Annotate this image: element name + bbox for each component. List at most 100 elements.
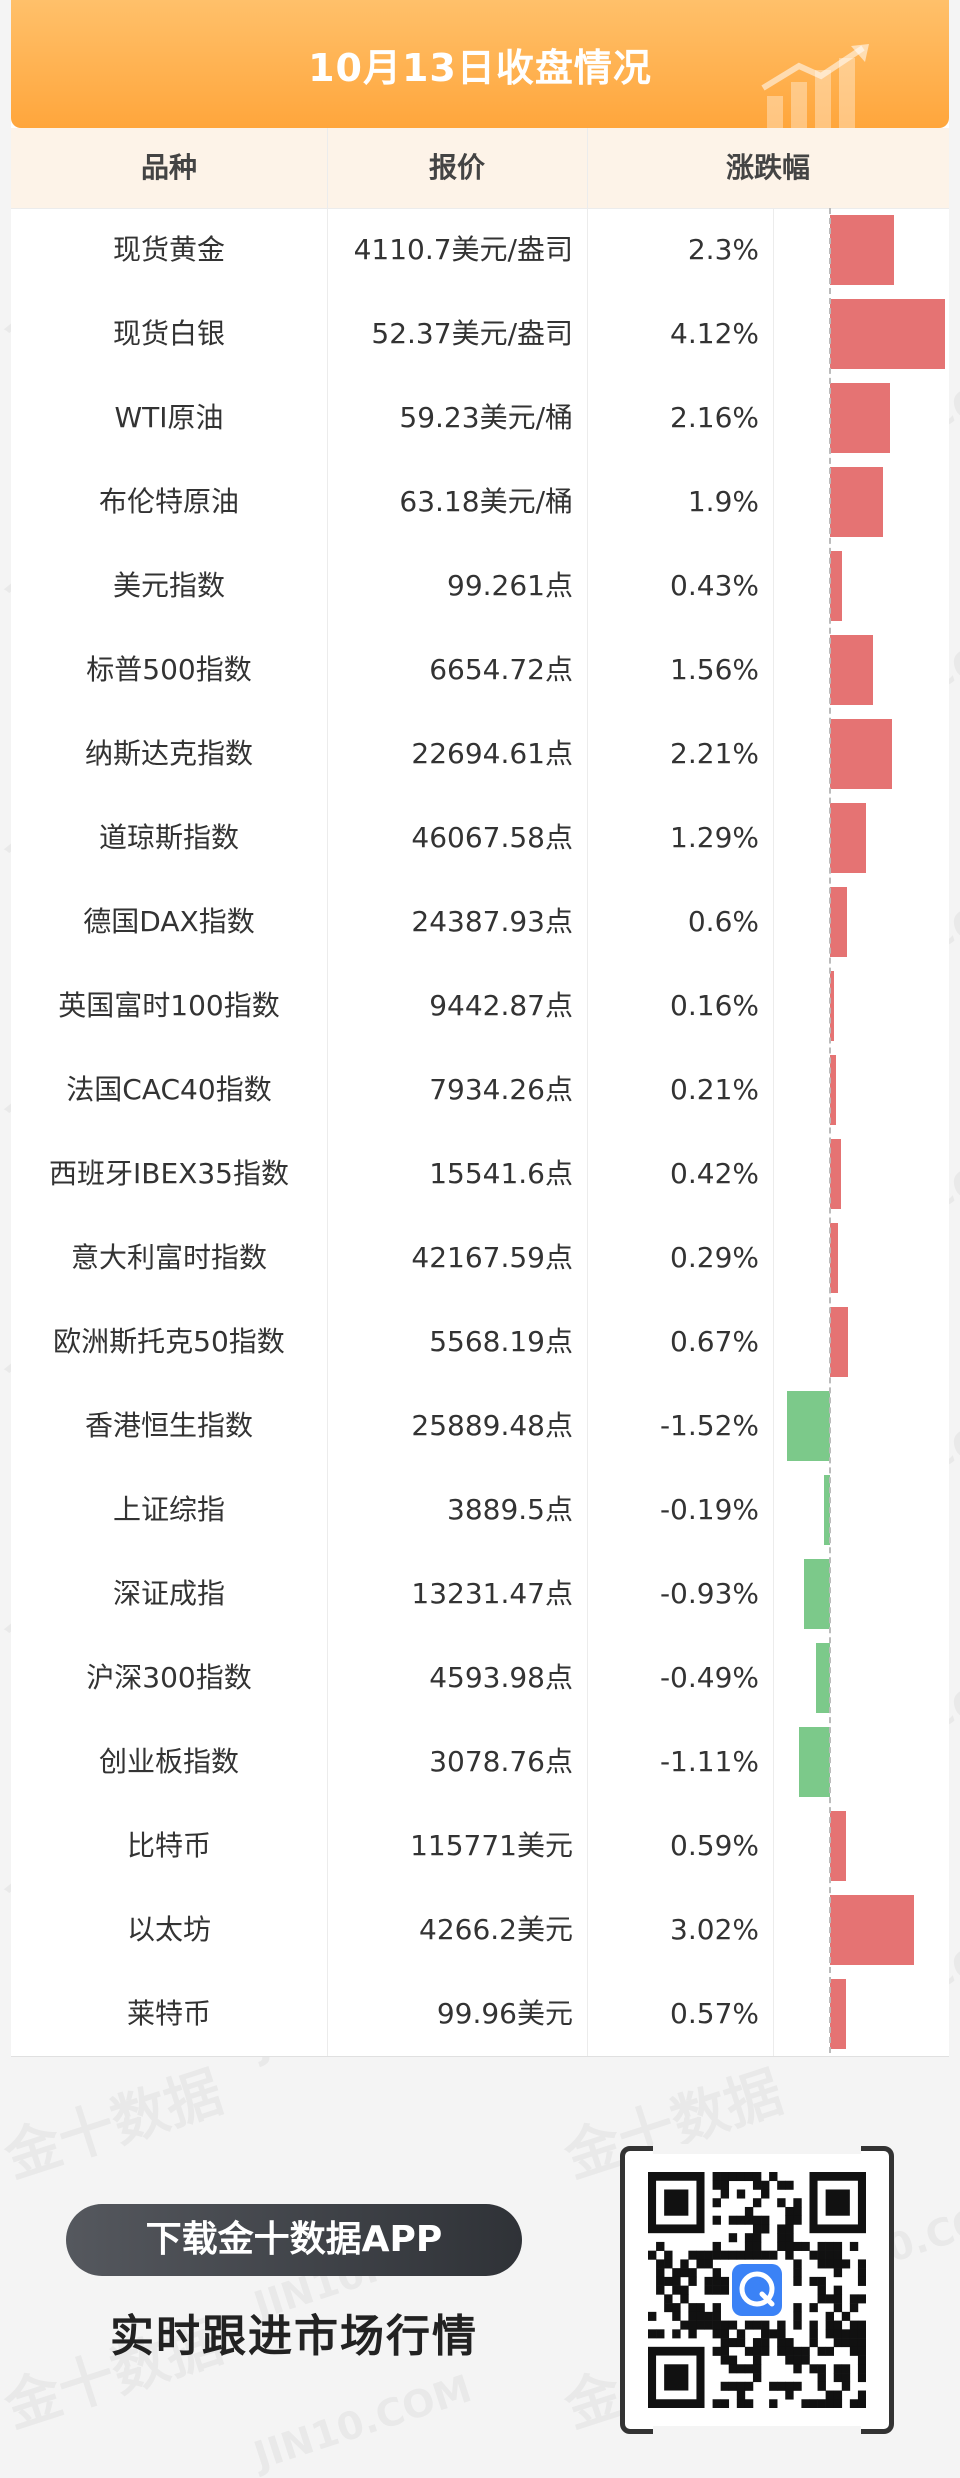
instrument-price: 9442.87点 <box>429 989 573 1022</box>
instrument-price: 42167.59点 <box>411 1241 573 1274</box>
instrument-name: 西班牙IBEX35指数 <box>49 1157 289 1190</box>
header-price: 报价 <box>428 151 485 184</box>
instrument-change: 0.42% <box>670 1157 759 1190</box>
header-name: 品种 <box>140 151 197 184</box>
instrument-name: 莱特币 <box>126 1997 211 2030</box>
instrument-name: 以太坊 <box>126 1913 211 1946</box>
table-row: 深证成指 13231.47点 -0.93% <box>11 1552 949 1636</box>
column-divider <box>587 128 588 2057</box>
change-bar <box>787 1391 830 1461</box>
instrument-name: 标普500指数 <box>86 653 252 686</box>
table-row: 沪深300指数 4593.98点 -0.49% <box>11 1636 949 1720</box>
change-bar <box>829 719 892 789</box>
title-bar: 10月13日收盘情况 <box>11 0 949 128</box>
instrument-price: 99.261点 <box>447 569 573 602</box>
instrument-price: 52.37美元/盎司 <box>371 317 573 350</box>
instrument-name: 布伦特原油 <box>98 485 239 518</box>
table-bottom-border <box>11 2056 949 2057</box>
instrument-price: 4593.98点 <box>429 1661 573 1694</box>
download-app-button[interactable]: 下载金十数据APP <box>66 2204 522 2276</box>
page-title: 10月13日收盘情况 <box>308 45 652 90</box>
change-bar <box>829 1979 846 2049</box>
table-row: WTI原油 59.23美元/桶 2.16% <box>11 376 949 460</box>
instrument-name: 道琼斯指数 <box>98 821 239 854</box>
instrument-price: 22694.61点 <box>411 737 573 770</box>
cta-subtitle: 实时跟进市场行情 <box>110 2311 478 2362</box>
table-header: 品种 报价 涨跌幅 <box>11 128 949 209</box>
instrument-change: 0.16% <box>670 989 759 1022</box>
change-bar <box>829 551 842 621</box>
instrument-price: 59.23美元/桶 <box>399 401 573 434</box>
instrument-change: 0.6% <box>687 905 759 938</box>
table-row: 西班牙IBEX35指数 15541.6点 0.42% <box>11 1132 949 1216</box>
table-row: 德国DAX指数 24387.93点 0.6% <box>11 880 949 964</box>
instrument-name: 深证成指 <box>112 1577 225 1610</box>
table-row: 香港恒生指数 25889.48点 -1.52% <box>11 1384 949 1468</box>
column-divider <box>327 128 328 2057</box>
instrument-price: 115771美元 <box>410 1829 573 1862</box>
instrument-change: -0.93% <box>659 1577 759 1610</box>
instrument-price: 46067.58点 <box>411 821 573 854</box>
instrument-change: 0.43% <box>670 569 759 602</box>
instrument-name: 沪深300指数 <box>86 1661 252 1694</box>
instrument-change: 1.56% <box>670 653 759 686</box>
table-row: 布伦特原油 63.18美元/桶 1.9% <box>11 460 949 544</box>
table-row: 创业板指数 3078.76点 -1.11% <box>11 1720 949 1804</box>
change-bar <box>829 467 883 537</box>
instrument-change: 0.57% <box>670 1997 759 2030</box>
instrument-price: 3889.5点 <box>447 1493 573 1526</box>
header-change: 涨跌幅 <box>725 151 810 184</box>
table-row: 现货白银 52.37美元/盎司 4.12% <box>11 292 949 376</box>
change-bar <box>803 1559 830 1629</box>
table-row: 美元指数 99.261点 0.43% <box>11 544 949 628</box>
change-bar <box>824 1475 830 1545</box>
change-bar <box>829 299 945 369</box>
instrument-price: 3078.76点 <box>429 1745 573 1778</box>
table-row: 以太坊 4266.2美元 3.02% <box>11 1888 949 1972</box>
table-row: 法国CAC40指数 7934.26点 0.21% <box>11 1048 949 1132</box>
instrument-price: 24387.93点 <box>411 905 573 938</box>
instrument-change: 1.9% <box>687 485 759 518</box>
change-bar <box>816 1643 830 1713</box>
instrument-change: 4.12% <box>670 317 759 350</box>
instrument-price: 6654.72点 <box>429 653 573 686</box>
instrument-price: 13231.47点 <box>411 1577 573 1610</box>
instrument-price: 63.18美元/桶 <box>399 485 573 518</box>
instrument-price: 4110.7美元/盎司 <box>353 233 573 266</box>
instrument-change: 1.29% <box>670 821 759 854</box>
table-row: 道琼斯指数 46067.58点 1.29% <box>11 796 949 880</box>
instrument-name: 上证综指 <box>112 1493 225 1526</box>
instrument-change: 3.02% <box>670 1913 759 1946</box>
change-bar <box>829 971 835 1041</box>
change-bar <box>829 1811 847 1881</box>
change-bar <box>829 635 874 705</box>
instrument-change: -0.19% <box>659 1493 759 1526</box>
table-row: 欧洲斯托克50指数 5568.19点 0.67% <box>11 1300 949 1384</box>
qr-code-icon[interactable] <box>648 2172 866 2408</box>
instrument-name: 现货白银 <box>112 317 225 350</box>
instrument-name: 现货黄金 <box>112 233 225 266</box>
column-divider <box>773 208 774 2057</box>
instrument-change: -1.52% <box>659 1409 759 1442</box>
change-bar <box>829 383 891 453</box>
instrument-name: 英国富时100指数 <box>58 989 280 1022</box>
instrument-change: 0.59% <box>670 1829 759 1862</box>
change-bar <box>798 1727 830 1797</box>
market-close-card: 10月13日收盘情况 品种 报价 涨跌幅 现货黄金 4110.7美元/盎司 2.3%… <box>11 0 949 2057</box>
instrument-name: 比特币 <box>126 1829 211 1862</box>
change-bar <box>829 887 847 957</box>
watermark-text: JIN10.COM <box>249 2366 477 2478</box>
instrument-name: 美元指数 <box>112 569 225 602</box>
instrument-price: 99.96美元 <box>436 1997 573 2030</box>
instrument-price: 5568.19点 <box>429 1325 573 1358</box>
instrument-name: WTI原油 <box>114 401 224 434</box>
table-row: 莱特币 99.96美元 0.57% <box>11 1972 949 2056</box>
instrument-price: 15541.6点 <box>429 1157 573 1190</box>
change-bar <box>829 803 866 873</box>
change-bar <box>829 215 895 285</box>
instrument-change: 2.16% <box>670 401 759 434</box>
instrument-change: -1.11% <box>659 1745 759 1778</box>
instrument-name: 香港恒生指数 <box>84 1409 253 1442</box>
watermark-text: 金十数据 <box>0 2047 231 2193</box>
zero-axis-line <box>828 208 831 2053</box>
